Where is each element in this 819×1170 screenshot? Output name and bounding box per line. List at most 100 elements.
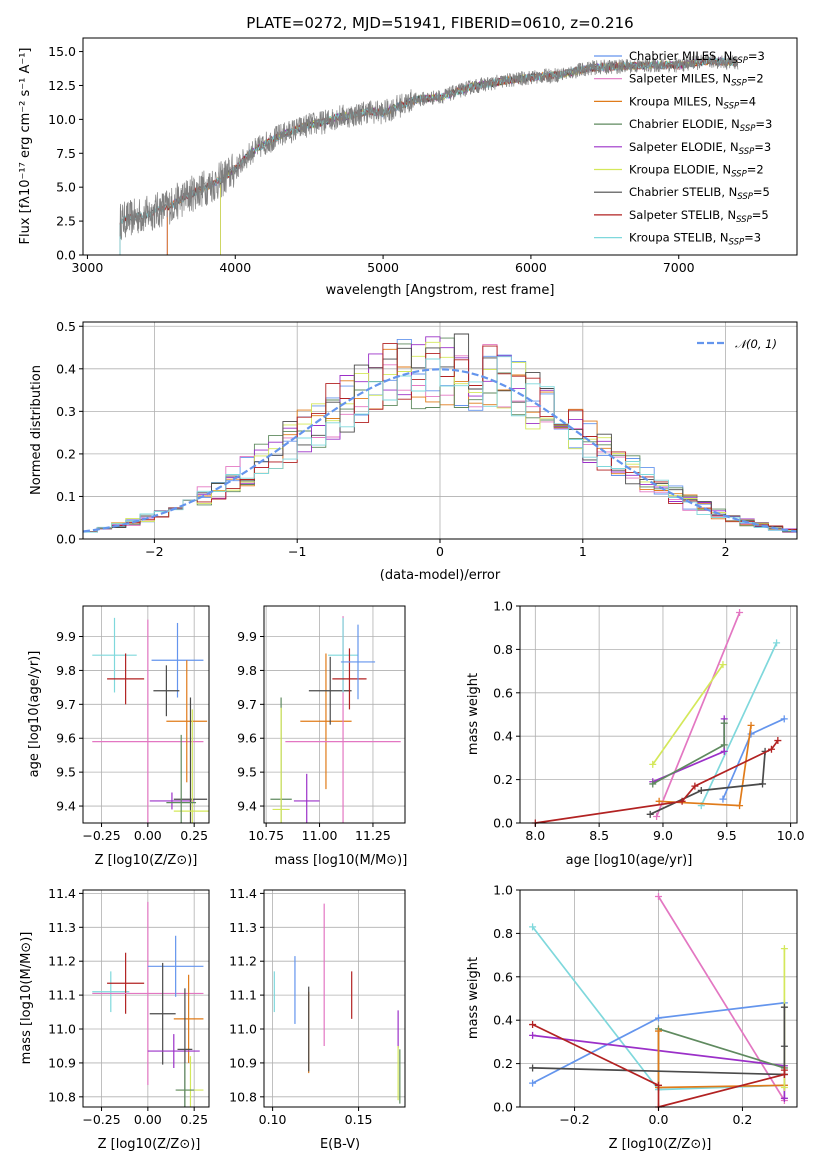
y-tick-label: 10.8 — [48, 1089, 76, 1104]
x-tick-label: 0.25 — [180, 1112, 208, 1127]
weight-marker — [774, 737, 782, 745]
data-point — [308, 656, 352, 725]
model-spectrum-line — [119, 56, 738, 255]
data-point — [149, 792, 195, 810]
y-axis-label: mass weight — [466, 673, 481, 755]
y-tick-label: 9.4 — [56, 799, 76, 814]
y-tick-label: 0.0 — [493, 1100, 513, 1115]
x-tick-label: 4000 — [219, 260, 251, 275]
legend-entry: Salpeter STELIB, NSSP=5 — [629, 208, 769, 225]
weight-marker — [780, 1094, 788, 1102]
y-tick-label: 9.6 — [237, 731, 257, 746]
weight-marker — [767, 745, 775, 753]
weight-marker — [747, 721, 755, 729]
data-point — [175, 1062, 195, 1107]
spectrum-legend: Chabrier MILES, NSSP=3 Salpeter MILES, NS… — [594, 49, 772, 248]
x-tick-label: 10.0 — [777, 828, 805, 843]
legend-entry: Chabrier ELODIE, NSSP=3 — [629, 117, 772, 134]
y-tick-label: 9.9 — [237, 629, 257, 644]
weight-marker — [529, 1031, 537, 1039]
weight-marker — [736, 609, 744, 617]
y-tick-label: 15.0 — [48, 44, 76, 59]
data-point — [147, 1034, 200, 1069]
data-point — [340, 624, 376, 700]
y-axis-label: mass weight — [466, 957, 481, 1039]
weight-marker — [780, 715, 788, 723]
metallicity-vs-mass-plot: −0.25 0.00 0.25 10.8 10.9 11.0 11.1 11.2 11.3 11.… — [19, 886, 210, 1152]
weight-marker — [780, 1042, 788, 1050]
axes-frame — [519, 605, 798, 824]
spectrum-lines — [119, 53, 739, 255]
weight-marker — [747, 730, 755, 738]
data-point — [328, 617, 358, 693]
data-point — [293, 773, 320, 823]
y-tick-label: 0.0 — [56, 532, 76, 547]
weight-marker — [773, 639, 781, 647]
y-tick-label: 11.4 — [48, 886, 76, 901]
y-axis-label: Flux [fλ10⁻¹⁷ erg cm⁻² s⁻¹ A⁻¹] — [18, 48, 33, 245]
axes-frame — [263, 889, 406, 1108]
weight-marker — [736, 802, 744, 810]
x-tick-label: 0.00 — [134, 828, 162, 843]
y-tick-label: 11.0 — [48, 1022, 76, 1037]
axes-frame — [82, 37, 798, 256]
y-tick-label: 9.5 — [237, 765, 257, 780]
normal-curve — [83, 368, 797, 533]
x-tick-label: −0.25 — [82, 828, 120, 843]
data-point — [173, 974, 204, 1063]
y-tick-label: 11.0 — [229, 1022, 257, 1037]
weight-marker — [720, 747, 728, 755]
model-spectrum-line — [119, 56, 738, 255]
x-tick-label: 5000 — [367, 260, 399, 275]
y-tick-label: 11.1 — [48, 988, 76, 1003]
y-tick-label: 9.5 — [56, 765, 76, 780]
weight-marker — [678, 797, 686, 805]
x-tick-label: 9.5 — [717, 828, 737, 843]
x-tick-label: 0.10 — [259, 1112, 287, 1127]
legend-entry: Salpeter ELODIE, NSSP=3 — [629, 140, 771, 157]
histograms — [83, 333, 797, 535]
y-tick-label: 1.0 — [493, 883, 513, 898]
y-axis-label: mass [log10(M/M⊙)] — [19, 932, 34, 1065]
weight-line — [655, 612, 741, 817]
mass-vs-age-plot: 10.75 11.00 11.25 9.4 9.5 9.6 9.7 9.8 9.9 mass [l… — [237, 605, 408, 868]
x-axis-label: mass [log10(M/M⊙)] — [275, 853, 408, 868]
y-tick-label: 9.4 — [237, 799, 257, 814]
weight-marker — [719, 795, 727, 803]
x-axis-label: E(B-V) — [320, 1137, 360, 1152]
x-tick-label: 1 — [579, 544, 587, 559]
x-tick-label: 0.00 — [134, 1112, 162, 1127]
data-point — [147, 935, 204, 997]
x-tick-label: −1 — [288, 544, 306, 559]
y-axis-label: age [log10(age/yr)] — [27, 651, 42, 778]
y-tick-label: 0.2 — [493, 772, 513, 787]
weight-marker — [649, 760, 657, 768]
x-tick-label: 2 — [722, 544, 730, 559]
axes-frame — [82, 605, 210, 824]
x-axis-label: age [log10(age/yr)] — [566, 853, 693, 868]
error-bars — [92, 901, 204, 1107]
x-tick-label: 0.25 — [180, 828, 208, 843]
weight-marker — [529, 1064, 537, 1072]
model-spectrum-line — [119, 55, 738, 255]
y-tick-label: 1.0 — [493, 599, 513, 614]
legend-entry: Chabrier STELIB, NSSP=5 — [629, 185, 770, 202]
y-tick-label: 0.6 — [493, 969, 513, 984]
y-axis-label: Normed distribution — [29, 365, 44, 495]
residual-histogram — [83, 356, 797, 535]
spectrum-plot: 3000 4000 5000 6000 7000 0.0 2.5 5.0 7.5 10.0 12.5… — [18, 37, 798, 298]
x-tick-label: 10.75 — [248, 828, 284, 843]
error-bars — [273, 903, 401, 1104]
error-bars — [92, 617, 209, 823]
legend-entry: Chabrier MILES, NSSP=3 — [629, 49, 765, 66]
data-point — [107, 653, 145, 705]
weight-series — [697, 639, 781, 810]
y-tick-label: 0.4 — [493, 1013, 513, 1028]
weight-series — [655, 721, 755, 810]
y-tick-label: 7.5 — [56, 146, 76, 161]
x-tick-label: 0.15 — [345, 1112, 373, 1127]
data-point — [173, 709, 209, 823]
weight-marker — [691, 782, 699, 790]
x-tick-label: 8.5 — [589, 828, 609, 843]
